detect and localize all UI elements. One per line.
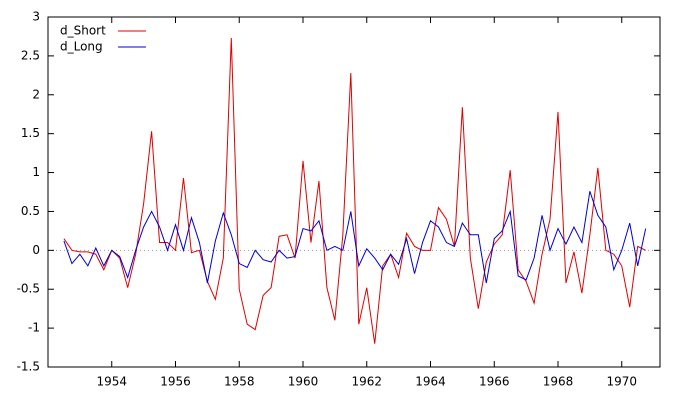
x-tick-label: 1964 xyxy=(415,375,446,389)
series-line xyxy=(63,37,646,344)
series-line xyxy=(63,191,647,284)
y-tick-label: 3 xyxy=(32,10,40,24)
x-tick-label: 1968 xyxy=(543,375,574,389)
x-tick-label: 1956 xyxy=(160,375,191,389)
x-tick-label: 1960 xyxy=(288,375,319,389)
x-tick-label: 1966 xyxy=(479,375,510,389)
y-tick-label: 0 xyxy=(32,243,40,257)
x-tick-label: 1962 xyxy=(351,375,382,389)
y-tick-label: 2 xyxy=(32,87,40,101)
x-tick-label: 1954 xyxy=(96,375,127,389)
y-tick-label: -1 xyxy=(28,321,40,335)
y-tick-label: 1 xyxy=(32,165,40,179)
y-tick-label: 2.5 xyxy=(21,48,40,62)
plot-frame xyxy=(47,16,661,368)
x-tick-label: 1958 xyxy=(224,375,255,389)
x-tick-label: 1970 xyxy=(606,375,637,389)
y-tick-label: 1.5 xyxy=(21,126,40,140)
y-tick-label: 0.5 xyxy=(21,204,40,218)
y-tick-label: -1.5 xyxy=(17,360,40,374)
legend-label: d_Long xyxy=(60,40,103,54)
y-tick-label: -0.5 xyxy=(17,282,40,296)
legend-label: d_Short xyxy=(60,24,106,38)
